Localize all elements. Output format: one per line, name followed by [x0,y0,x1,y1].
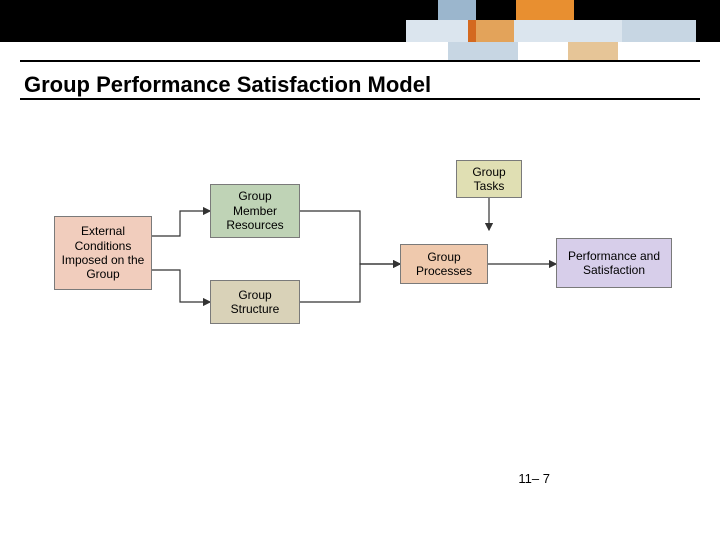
node-processes: Group Processes [400,244,488,284]
accent-cell [574,0,696,20]
accent-cell [438,0,476,20]
node-external: External Conditions Imposed on the Group [54,216,152,290]
accent-cell [568,42,618,60]
arrow-external-to-structure [152,270,210,302]
page-number: 11– 7 [518,471,550,486]
title-rule-top [20,60,700,62]
title-rule-bottom [20,98,700,100]
node-performance: Performance and Satisfaction [556,238,672,288]
node-structure: Group Structure [210,280,300,324]
arrow-structure-to-processes [300,264,400,302]
arrow-member-to-processes [300,211,400,264]
accent-cell [406,20,468,42]
arrow-layer [0,140,720,440]
node-tasks: Group Tasks [456,160,522,198]
node-member: Group Member Resources [210,184,300,238]
accent-cell [468,20,476,42]
diagram-canvas: External Conditions Imposed on the Group… [0,140,720,440]
accent-cell [476,20,514,42]
accent-cell [448,42,518,60]
accent-cell [514,20,622,42]
accent-cell [518,42,568,60]
page-title: Group Performance Satisfaction Model [24,72,431,98]
accent-cell [618,42,696,60]
header-accent-strip [406,0,696,60]
accent-cell [476,0,516,20]
accent-cell [622,20,696,42]
accent-cell [406,42,448,60]
accent-cell [406,0,438,20]
accent-cell [516,0,574,20]
arrow-external-to-member [152,211,210,236]
